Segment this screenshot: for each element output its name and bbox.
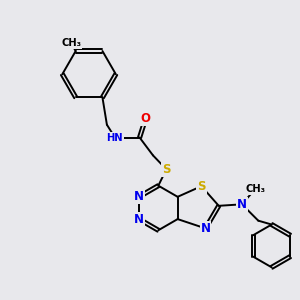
Text: N: N — [237, 198, 247, 211]
Text: HN: HN — [106, 133, 123, 142]
Text: S: S — [197, 180, 206, 193]
Text: N: N — [200, 222, 211, 235]
Text: N: N — [134, 213, 144, 226]
Text: CH₃: CH₃ — [61, 38, 81, 48]
Text: CH₃: CH₃ — [245, 184, 265, 194]
Text: S: S — [162, 163, 171, 176]
Text: N: N — [134, 190, 144, 203]
Text: O: O — [140, 112, 151, 125]
